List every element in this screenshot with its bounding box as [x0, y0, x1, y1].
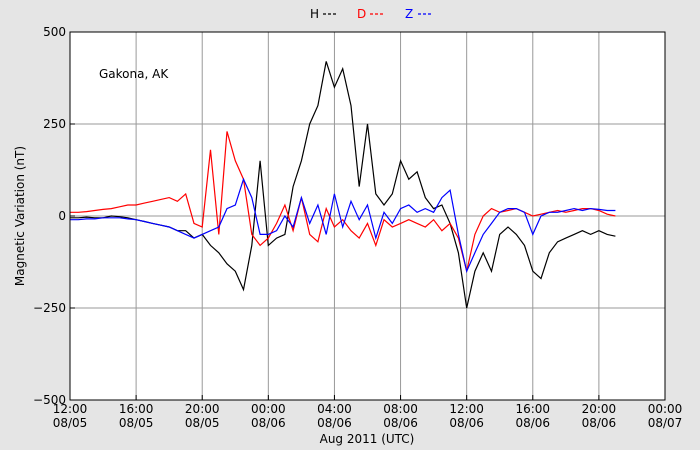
x-tick-label: 08/06 — [582, 416, 617, 430]
x-tick-label: 12:00 — [449, 402, 484, 416]
x-tick-label: 08/06 — [317, 416, 352, 430]
x-tick-label: 12:00 — [53, 402, 88, 416]
x-tick-label: 04:00 — [317, 402, 352, 416]
y-tick-label: 250 — [43, 117, 66, 131]
x-tick-label: 08/06 — [383, 416, 418, 430]
legend-label: Z — [405, 7, 413, 21]
legend-label: D — [357, 7, 366, 21]
x-tick-label: 08/06 — [449, 416, 484, 430]
x-tick-label: 08:00 — [383, 402, 418, 416]
x-tick-label: 08/06 — [251, 416, 286, 430]
x-tick-label: 08/05 — [53, 416, 88, 430]
x-tick-label: 08/07 — [648, 416, 683, 430]
x-tick-label: 08/05 — [119, 416, 154, 430]
legend-label: H — [310, 7, 319, 21]
y-axis-label: Magnetic Variation (nT) — [13, 146, 27, 286]
x-tick-label: 00:00 — [251, 402, 286, 416]
x-tick-label: 20:00 — [185, 402, 220, 416]
series-line — [70, 177, 616, 274]
y-tick-label: −250 — [33, 301, 66, 315]
x-tick-label: 08/06 — [515, 416, 550, 430]
x-tick-label: 20:00 — [582, 402, 617, 416]
annotation: Gakona, AK — [99, 67, 169, 81]
x-tick-label: 16:00 — [119, 402, 154, 416]
x-tick-label: 16:00 — [515, 402, 550, 416]
x-tick-label: 00:00 — [648, 402, 683, 416]
y-tick-label: 500 — [43, 25, 66, 39]
x-tick-label: 08/05 — [185, 416, 220, 430]
y-tick-label: 0 — [58, 209, 66, 223]
y-tick-label: −500 — [33, 393, 66, 407]
x-axis-label: Aug 2011 (UTC) — [320, 432, 415, 446]
